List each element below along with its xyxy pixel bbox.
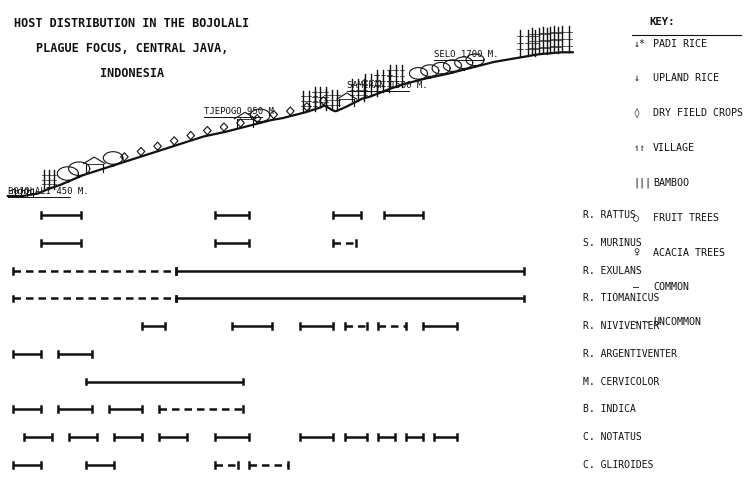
Text: M. CERVICOLOR: M. CERVICOLOR xyxy=(583,377,659,387)
Text: PADI RICE: PADI RICE xyxy=(653,39,707,48)
Text: ↿↾: ↿↾ xyxy=(633,143,645,153)
Text: S. MURINUS: S. MURINUS xyxy=(583,238,642,248)
Text: C. NOTATUS: C. NOTATUS xyxy=(583,432,642,442)
Text: ACACIA TREES: ACACIA TREES xyxy=(653,248,725,257)
Text: BOJOLALI 450 M.: BOJOLALI 450 M. xyxy=(8,187,88,196)
Text: KEY:: KEY: xyxy=(649,17,675,27)
Text: R. TIOMANICUS: R. TIOMANICUS xyxy=(583,293,659,303)
Text: FRUIT TREES: FRUIT TREES xyxy=(653,213,719,223)
Text: SAMIRAN 1500 M.: SAMIRAN 1500 M. xyxy=(347,80,428,90)
Text: VILLAGE: VILLAGE xyxy=(653,143,695,153)
Text: HOST DISTRIBUTION IN THE BOJOLALI: HOST DISTRIBUTION IN THE BOJOLALI xyxy=(14,17,250,30)
Text: - - -: - - - xyxy=(633,318,664,327)
Text: R. EXULANS: R. EXULANS xyxy=(583,266,642,276)
Text: —: — xyxy=(633,283,639,292)
Text: ◊: ◊ xyxy=(633,108,639,119)
Text: ♀: ♀ xyxy=(633,248,639,257)
Text: ○: ○ xyxy=(633,213,639,223)
Text: ↓*: ↓* xyxy=(633,39,645,48)
Text: R. RATTUS: R. RATTUS xyxy=(583,211,636,220)
Text: DRY FIELD CROPS: DRY FIELD CROPS xyxy=(653,108,743,118)
Text: BAMBOO: BAMBOO xyxy=(653,178,689,188)
Text: TJEPOGO 950 M.: TJEPOGO 950 M. xyxy=(204,107,279,116)
Text: UPLAND RICE: UPLAND RICE xyxy=(653,74,719,83)
Text: SELO 1700 M.: SELO 1700 M. xyxy=(434,50,498,59)
Text: INDONESIA: INDONESIA xyxy=(100,67,164,80)
Text: PLAGUE FOCUS, CENTRAL JAVA,: PLAGUE FOCUS, CENTRAL JAVA, xyxy=(35,42,228,55)
Text: R. ARGENTIVENTER: R. ARGENTIVENTER xyxy=(583,349,677,359)
Text: B. INDICA: B. INDICA xyxy=(583,404,636,414)
Text: ↓: ↓ xyxy=(633,74,639,83)
Text: R. NIVIVENTER: R. NIVIVENTER xyxy=(583,321,659,331)
Text: COMMON: COMMON xyxy=(653,283,689,292)
Text: C. GLIROIDES: C. GLIROIDES xyxy=(583,460,654,469)
Text: UNCOMMON: UNCOMMON xyxy=(653,318,701,327)
Text: |||: ||| xyxy=(633,178,651,188)
